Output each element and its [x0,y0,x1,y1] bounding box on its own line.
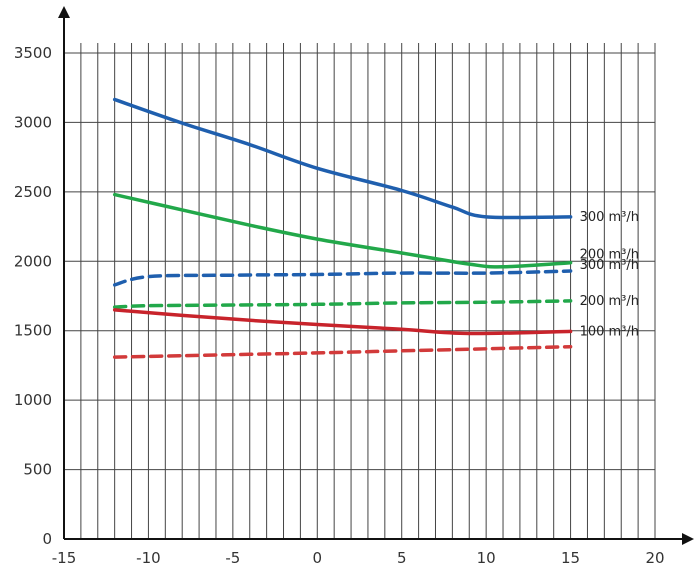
x-tick-label: 20 [645,549,664,567]
grid [63,43,656,540]
series-line-2 [112,269,573,287]
x-tick-label: -15 [52,549,77,567]
tick-labels: 0 500 1000 1500 2000 2500 3000 3500 -15 -10 -5 0 5 10… [14,44,665,567]
series-line-1 [112,192,573,269]
x-tick-label: 5 [397,549,407,567]
x-tick-label: -5 [225,549,240,567]
series-label-4: 100 m³/h [580,324,639,339]
y-tick-label: 500 [23,461,52,479]
series-line-4 [112,308,573,336]
series-line-3 [112,299,573,309]
y-tick-label: 3000 [14,113,52,131]
series-lines [112,97,573,359]
y-tick-label: 3500 [14,44,52,62]
x-tick-label: 15 [561,549,580,567]
y-tick-label: 2000 [14,252,52,270]
axes [58,6,694,545]
series-line-0 [112,97,573,220]
y-tick-label: 2500 [14,183,52,201]
x-tick-label: 0 [313,549,323,567]
series-label-3: 200 m³/h [580,294,639,309]
y-tick-label: 0 [42,530,52,548]
y-tick-label: 1000 [14,391,52,409]
series-label-1: 200 m³/h [580,248,639,263]
series-label-0: 300 m³/h [580,210,639,225]
x-tick-label: 10 [477,549,496,567]
series-line-5 [112,344,573,359]
series-label-2: 300 m³/h [580,258,639,273]
x-tick-label: -10 [136,549,161,567]
y-tick-label: 1500 [14,322,52,340]
